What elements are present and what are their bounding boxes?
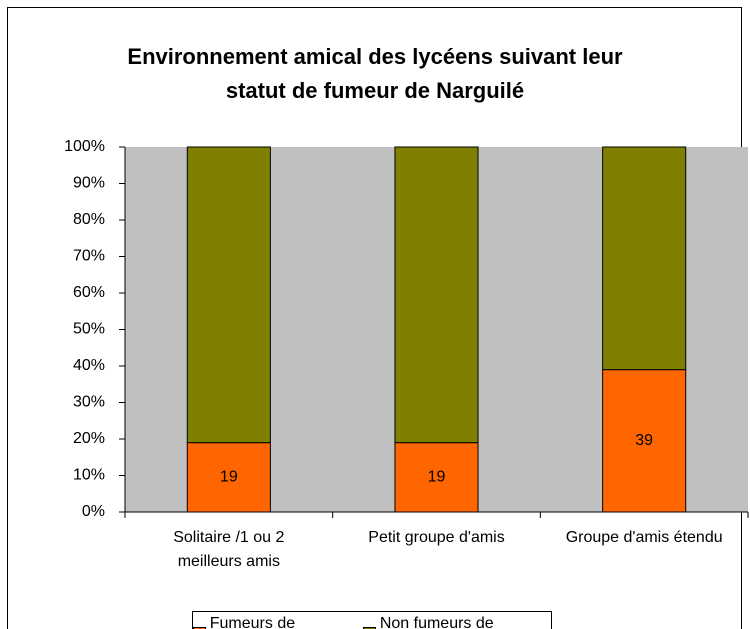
legend-swatch [193,626,206,629]
y-tick-label: 100% [64,138,105,155]
data-label: 39 [635,432,653,449]
legend-item: Fumeurs de narguilé [193,615,353,629]
x-tick-label: Groupe d'amis étendu [565,529,723,546]
y-tick-label: 0% [82,503,105,520]
y-tick-label: 90% [73,175,105,192]
y-tick-label: 10% [73,467,105,484]
x-tick-label: Petit groupe d'amis [368,529,505,546]
bar-segment [602,369,687,513]
legend-item: Non fumeurs de narguilé [363,615,551,629]
bar-segment [186,146,271,444]
y-tick-label: 30% [73,394,105,411]
legend: Fumeurs de narguilé Non fumeurs de nargui… [192,611,552,629]
y-tick-label: 40% [73,357,105,374]
bar-segment [602,146,687,371]
legend-label: Fumeurs de narguilé [209,615,296,629]
y-tick-label: 60% [73,284,105,301]
legend-swatch [363,626,376,629]
y-tick-label: 20% [73,430,105,447]
x-tick-label: Solitaire /1 ou 2 meilleurs amis [173,529,285,570]
bar-segment [394,146,479,444]
data-label: 19 [428,469,446,486]
legend-label: Non fumeurs de narguilé [379,615,494,629]
y-tick-label: 50% [73,321,105,338]
data-label: 19 [220,469,238,486]
bar-segment [394,442,479,513]
y-tick-label: 70% [73,248,105,265]
chart-title: Environnement amical des lycéens suivant… [127,44,623,103]
bar-segment [186,442,271,513]
y-tick-label: 80% [73,211,105,228]
